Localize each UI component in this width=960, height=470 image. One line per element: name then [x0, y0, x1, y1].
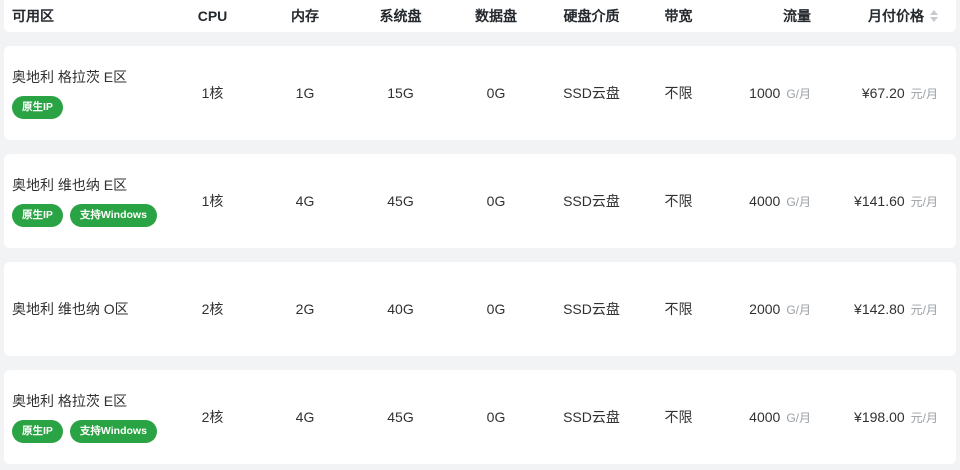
zone-tag: 支持Windows: [69, 204, 157, 227]
col-header-zone: 可用区: [12, 8, 54, 24]
traffic-value: 4000: [749, 192, 781, 209]
cell-data-disk: 0G: [486, 85, 506, 101]
col-header-data-disk: 数据盘: [475, 8, 517, 24]
cell-sys-disk: 40G: [387, 301, 414, 317]
traffic-unit: G/月: [786, 86, 811, 101]
zone-tag: 原生IP: [12, 204, 63, 227]
cell-memory: 4G: [295, 409, 315, 425]
zone-tags: 原生IP 支持Windows: [12, 204, 169, 227]
price-unit: 元/月: [910, 302, 938, 317]
cell-sys-disk: 45G: [387, 193, 414, 209]
traffic-unit: G/月: [786, 302, 811, 317]
zone-tags: 原生IP 支持Windows: [12, 420, 169, 443]
zone-tag: 支持Windows: [69, 420, 157, 443]
cell-traffic: 1000 G/月: [719, 85, 839, 102]
col-header-sys-disk: 系统盘: [379, 8, 422, 24]
traffic-unit: G/月: [786, 410, 811, 425]
cell-sys-disk: 15G: [387, 85, 414, 101]
plan-row[interactable]: 奥地利 格拉茨 E区 原生IP 支持Windows 2核 4G 45G 0G SS…: [4, 370, 956, 464]
price-value: ¥142.80: [854, 300, 905, 317]
traffic-value: 1000: [749, 84, 781, 101]
price-unit: 元/月: [910, 86, 938, 101]
cell-price: ¥142.80 元/月: [839, 301, 956, 318]
col-header-cpu: CPU: [197, 8, 228, 24]
traffic-value: 2000: [749, 300, 781, 317]
price-value: ¥198.00: [854, 408, 905, 425]
cell-bandwidth: 不限: [664, 301, 693, 317]
table-header: 可用区 CPU 内存 系统盘 数据盘 硬盘介质 带宽 流量 月付价格: [4, 0, 956, 32]
zone-name: 奥地利 维也纳 E区: [12, 177, 128, 194]
cell-bandwidth: 不限: [664, 193, 693, 209]
cell-cpu: 2核: [201, 301, 224, 317]
traffic-unit: G/月: [786, 194, 811, 209]
cell-zone: 奥地利 维也纳 O区: [4, 299, 169, 319]
sort-descending-icon[interactable]: [930, 17, 938, 22]
col-header-price: 月付价格: [839, 6, 956, 26]
cell-zone: 奥地利 格拉茨 E区 原生IP 支持Windows: [4, 391, 169, 443]
cell-data-disk: 0G: [486, 301, 506, 317]
col-header-bandwidth: 带宽: [664, 8, 693, 24]
cell-price: ¥67.20 元/月: [839, 85, 956, 102]
cell-price: ¥198.00 元/月: [839, 409, 956, 426]
zone-tag: 原生IP: [12, 96, 63, 119]
price-unit: 元/月: [910, 410, 938, 425]
cell-data-disk: 0G: [486, 409, 506, 425]
cell-disk-media: SSD云盘: [563, 193, 620, 209]
cell-cpu: 2核: [201, 409, 224, 425]
cell-traffic: 4000 G/月: [719, 409, 839, 426]
cell-price: ¥141.60 元/月: [839, 193, 956, 210]
col-header-memory: 内存: [291, 8, 319, 24]
price-sort-button[interactable]: [930, 10, 938, 22]
cell-disk-media: SSD云盘: [563, 301, 620, 317]
col-header-traffic: 流量: [783, 8, 811, 24]
plan-row[interactable]: 奥地利 维也纳 E区 原生IP 支持Windows 1核 4G 45G 0G SS…: [4, 154, 956, 248]
cell-cpu: 1核: [201, 193, 224, 209]
col-header-disk-media: 硬盘介质: [563, 8, 620, 24]
cell-bandwidth: 不限: [664, 409, 693, 425]
zone-tag: 原生IP: [12, 420, 63, 443]
cell-memory: 2G: [295, 301, 315, 317]
col-header-price-label: 月付价格: [868, 8, 924, 24]
plan-row[interactable]: 奥地利 格拉茨 E区 原生IP 1核 1G 15G 0G SSD云盘 不限 10…: [4, 46, 956, 140]
cell-disk-media: SSD云盘: [563, 409, 620, 425]
cell-zone: 奥地利 维也纳 E区 原生IP 支持Windows: [4, 175, 169, 227]
sort-ascending-icon[interactable]: [930, 10, 938, 15]
price-value: ¥141.60: [854, 192, 905, 209]
zone-name: 奥地利 维也纳 O区: [12, 301, 129, 317]
cell-traffic: 4000 G/月: [719, 193, 839, 210]
cell-sys-disk: 45G: [387, 409, 414, 425]
cell-memory: 4G: [295, 193, 315, 209]
traffic-value: 4000: [749, 408, 781, 425]
table-body: 奥地利 格拉茨 E区 原生IP 1核 1G 15G 0G SSD云盘 不限 10…: [0, 46, 960, 464]
cell-memory: 1G: [295, 85, 315, 101]
cell-bandwidth: 不限: [664, 85, 693, 101]
cell-zone: 奥地利 格拉茨 E区 原生IP: [4, 67, 169, 119]
cell-data-disk: 0G: [486, 193, 506, 209]
price-value: ¥67.20: [861, 84, 905, 101]
cell-disk-media: SSD云盘: [563, 85, 620, 101]
zone-tags: 原生IP: [12, 96, 169, 119]
cell-cpu: 1核: [201, 85, 224, 101]
price-unit: 元/月: [910, 194, 938, 209]
zone-name: 奥地利 格拉茨 E区: [12, 393, 128, 410]
cell-traffic: 2000 G/月: [719, 301, 839, 318]
zone-name: 奥地利 格拉茨 E区: [12, 69, 128, 86]
plan-row[interactable]: 奥地利 维也纳 O区 2核 2G 40G 0G SSD云盘 不限 2000 G/月…: [4, 262, 956, 356]
